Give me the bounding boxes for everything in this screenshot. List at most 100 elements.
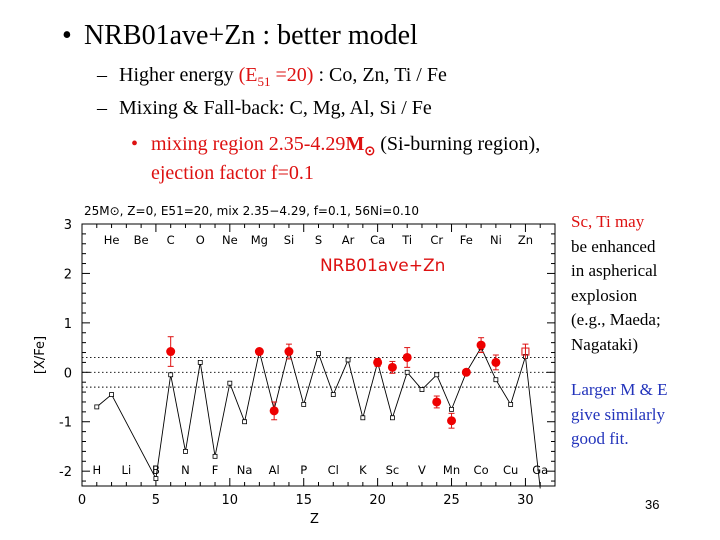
element-label-bottom: Al (269, 463, 280, 477)
upper-limit-point (521, 347, 530, 356)
observed-point (491, 357, 501, 367)
element-label-bottom: Cu (503, 463, 518, 477)
observed-point (402, 352, 412, 362)
y-tick-label: -2 (59, 465, 72, 480)
element-label-top: Zn (518, 233, 533, 247)
element-label-bottom: Ga (532, 463, 548, 477)
msun-label: M (345, 133, 365, 155)
element-label-bottom: Mn (443, 463, 460, 477)
model-point (345, 357, 351, 363)
side-note-line: Larger M & E (571, 380, 668, 399)
red-bullet: • mixing region 2.35-4.29M⊙ (Si-burning r… (131, 133, 540, 159)
model-point (197, 360, 203, 365)
element-label-top: Ne (222, 233, 238, 247)
energy-number: =20) (270, 64, 314, 86)
energy-label: (E (238, 64, 258, 86)
observed-point (447, 416, 457, 426)
slide-title: NRB01ave+Zn : better model (84, 20, 418, 51)
y-tick-label: 2 (64, 267, 72, 282)
element-label-bottom: N (181, 463, 190, 477)
energy-value: (E51 =20) (238, 64, 314, 89)
x-tick-label: 20 (369, 493, 386, 508)
model-point (493, 377, 499, 383)
chart-header: 25M⊙, Z=0, E51=20, mix 2.35−4.29, f=0.1,… (84, 204, 419, 218)
element-label-bottom: Li (122, 463, 132, 477)
energy-post: : Co, Zn, Ti / Fe (313, 64, 447, 86)
model-point (168, 372, 174, 378)
observed-point (284, 347, 294, 357)
energy-pre: Higher energy (119, 64, 239, 86)
model-point (212, 453, 218, 459)
observed-point (387, 362, 397, 372)
element-label-top: Ni (490, 233, 502, 247)
element-label-bottom: K (359, 463, 367, 477)
side-note-line: Nagataki) (571, 334, 639, 354)
mixing-text: Mixing & Fall-back: C, Mg, Al, Si / Fe (119, 97, 432, 119)
x-tick-label: 5 (152, 493, 160, 508)
sun-symbol: ⊙ (364, 143, 376, 158)
element-label-bottom: H (92, 463, 101, 477)
model-point (419, 387, 425, 393)
observed-point (432, 397, 442, 407)
element-label-bottom: Na (237, 463, 253, 477)
observed-point (269, 406, 279, 416)
side-note-line: good fit. (571, 429, 629, 448)
sub-bullet-mixing: – Mixing & Fall-back: C, Mg, Al, Si / Fe (97, 97, 432, 120)
side-note-line: in aspherical (571, 261, 658, 280)
element-label-top: Mg (251, 233, 268, 247)
energy-subscript: 51 (257, 74, 271, 89)
element-label-top: O (196, 233, 205, 247)
element-label-bottom: B (152, 463, 160, 477)
element-label-top: S (315, 233, 322, 247)
y-axis-label: [X/Fe] (33, 336, 48, 374)
x-tick-label: 0 (78, 493, 86, 508)
x-tick-label: 15 (295, 493, 312, 508)
model-point (94, 404, 100, 410)
model-point (227, 380, 233, 386)
observed-point (476, 340, 486, 350)
mixing-region-text: mixing region 2.35-4.29 (151, 133, 346, 155)
element-label-top: Fe (460, 233, 473, 247)
model-point (109, 392, 114, 397)
element-label-top: C (167, 233, 175, 247)
side-note-line: Sc, Ti may (571, 212, 645, 231)
element-label-top: Ca (370, 233, 385, 247)
model-point (301, 402, 307, 407)
y-tick-label: 3 (64, 218, 72, 233)
model-point (360, 415, 366, 421)
y-tick-label: 0 (64, 366, 72, 381)
side-note-line: give similarly (571, 404, 665, 424)
model-point (153, 476, 159, 481)
side-note-line: explosion (571, 285, 638, 305)
y-tick-label: 1 (64, 317, 72, 332)
element-label-bottom: F (212, 463, 219, 477)
observed-point (166, 347, 176, 357)
side-note-line: be enhanced (571, 236, 656, 256)
element-label-bottom: Cl (328, 463, 339, 477)
model-point (390, 415, 395, 421)
side-note-red: Sc, Ti may be enhanced in aspherical exp… (571, 210, 661, 357)
observed-point (373, 357, 383, 367)
element-label-bottom: V (418, 463, 426, 477)
ejection-factor: ejection factor f=0.1 (151, 162, 314, 184)
observed-point (461, 367, 471, 377)
observed-point (254, 347, 264, 357)
element-label-top: Be (134, 233, 149, 247)
x-tick-label: 10 (222, 493, 239, 508)
sub-bullet-energy: – Higher energy (E51 =20) : Co, Zn, Ti / … (97, 64, 447, 90)
x-tick-label: 25 (443, 493, 460, 508)
model-point (404, 369, 410, 375)
element-label-top: Ar (342, 233, 355, 247)
model-point (242, 419, 247, 425)
page-number: 36 (645, 497, 660, 512)
model-point (316, 351, 321, 356)
element-label-bottom: Sc (386, 463, 400, 477)
dash: – (97, 97, 107, 119)
side-note-line: (e.g., Maeda; (571, 310, 661, 329)
title-bullet: • NRB01ave+Zn : better model (62, 20, 418, 52)
element-label-top: He (104, 233, 120, 247)
red-dot: • (131, 133, 139, 155)
element-label-top: Ti (401, 233, 412, 247)
model-point (183, 448, 188, 454)
